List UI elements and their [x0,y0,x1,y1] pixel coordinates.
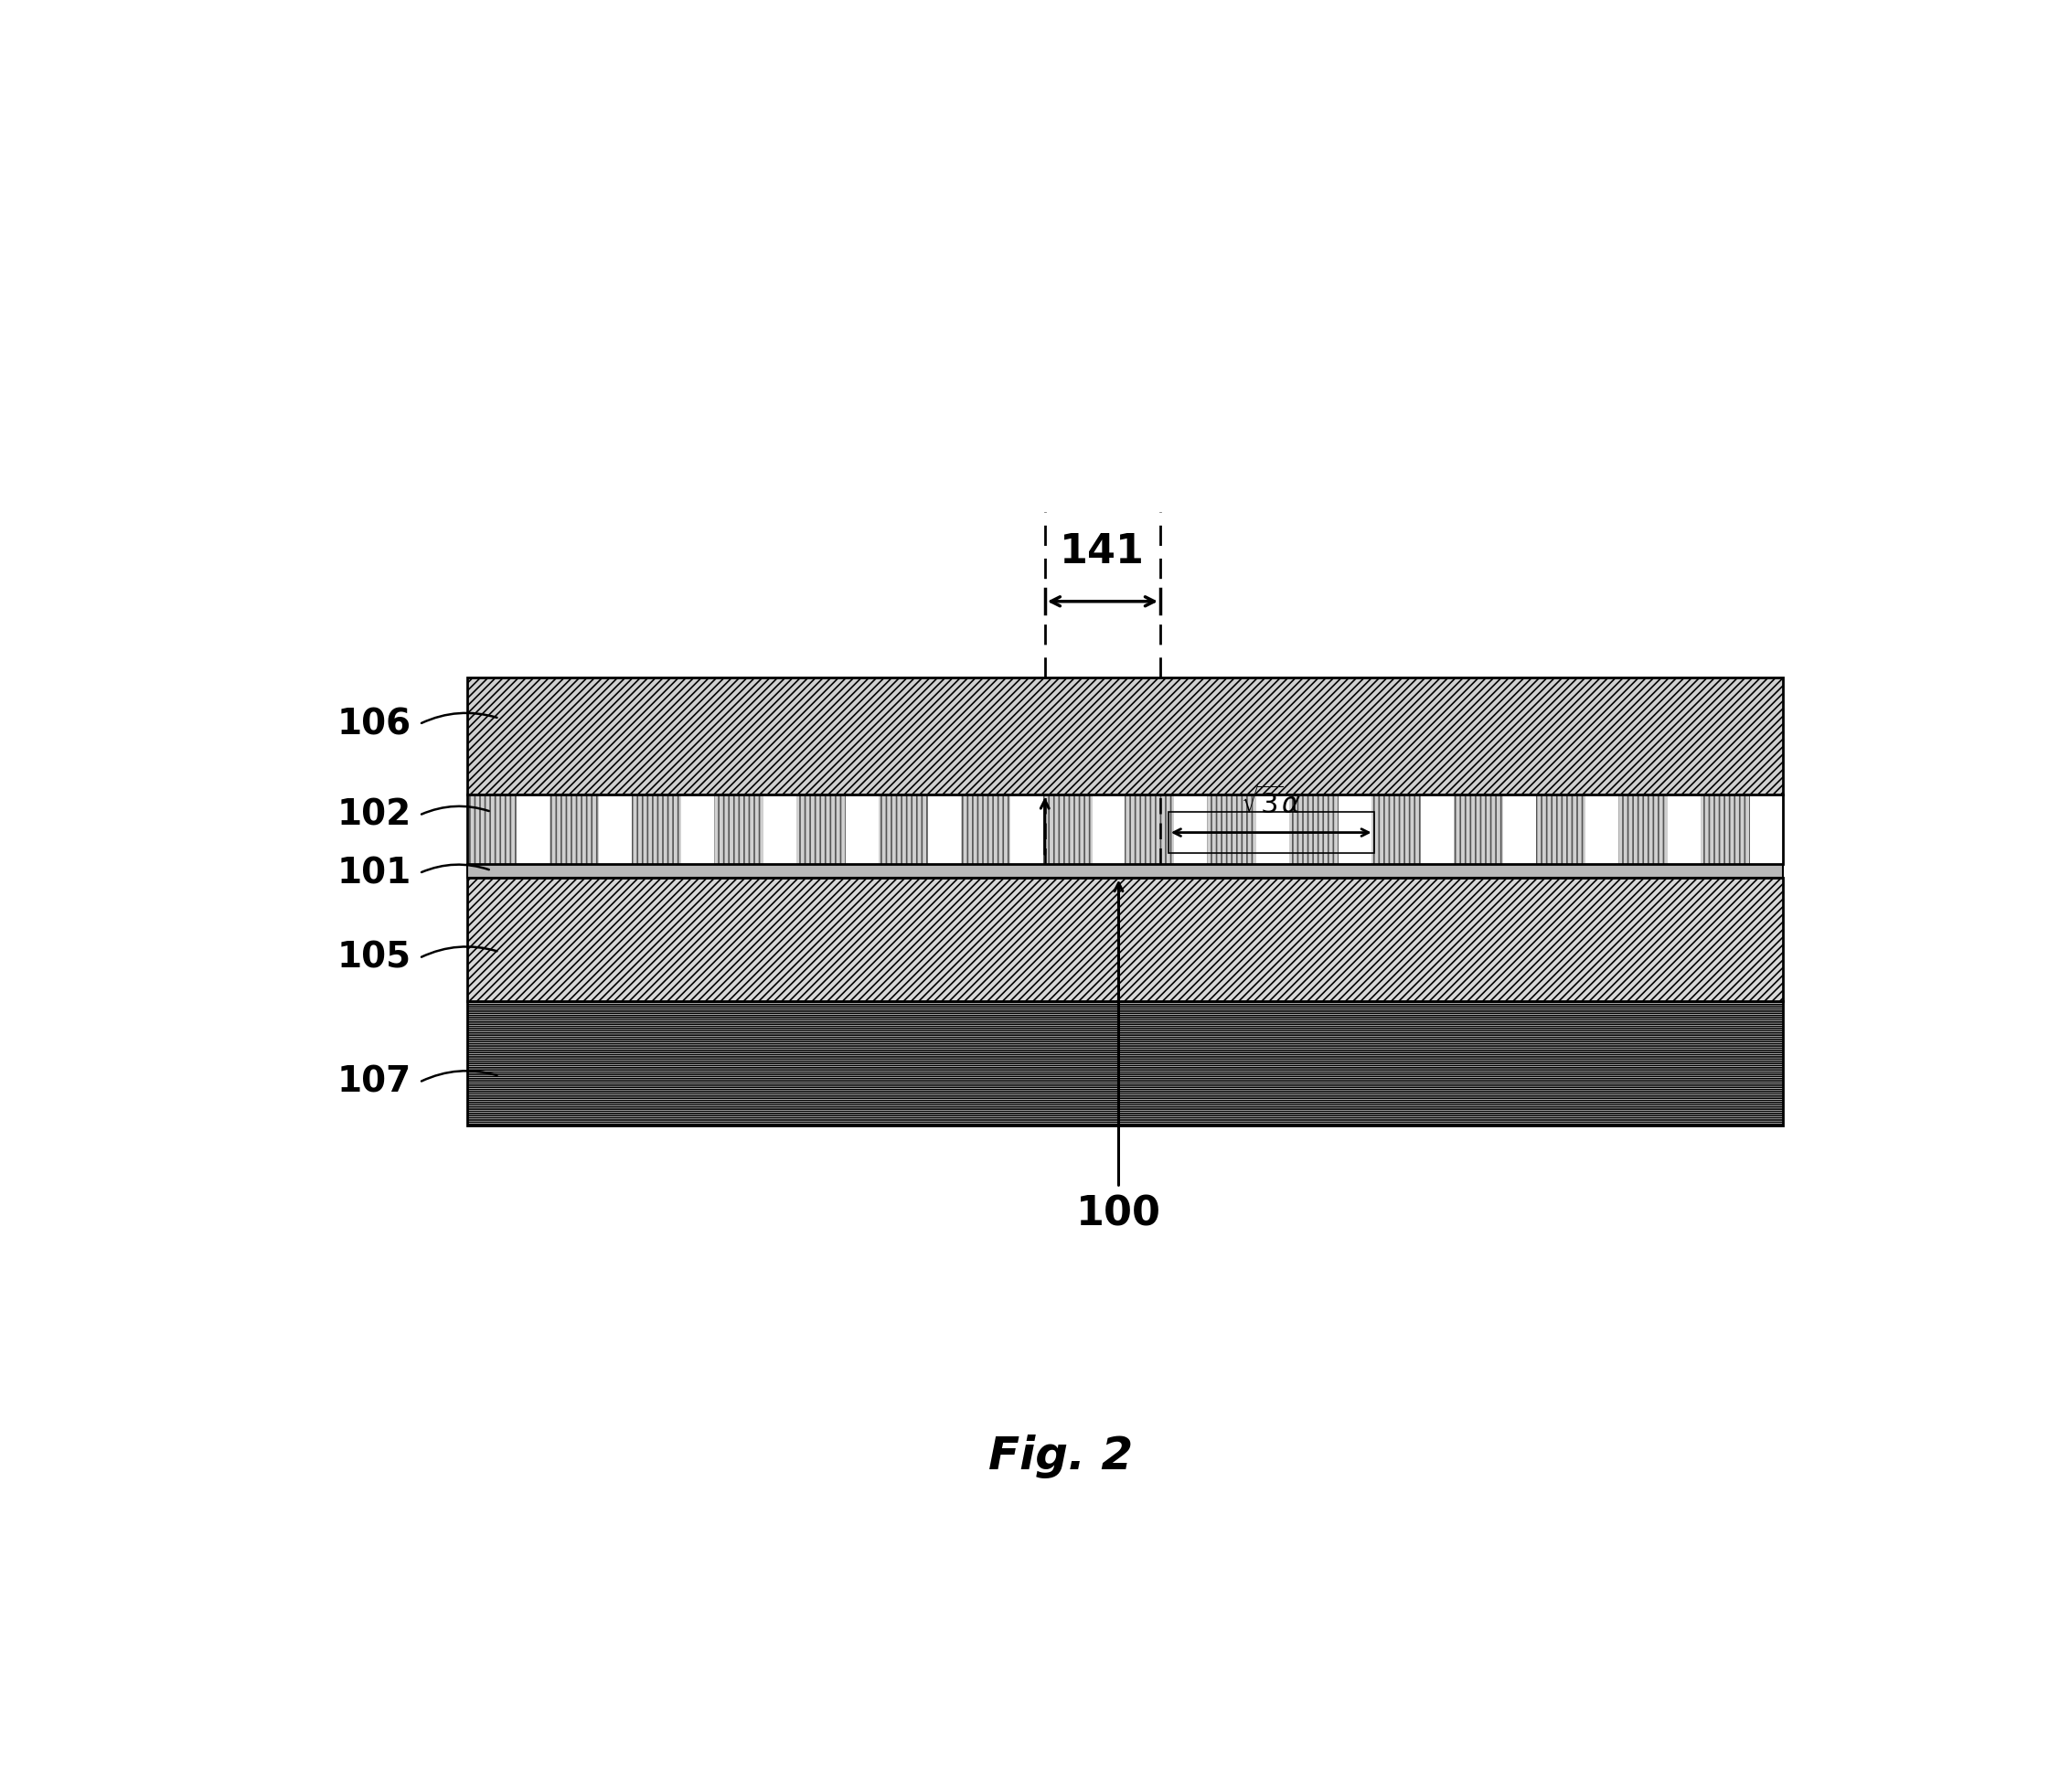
Bar [797,794,845,864]
Text: 107: 107 [337,1064,412,1100]
Text: Fig. 2: Fig. 2 [989,1435,1132,1478]
Bar [764,794,797,864]
Bar [1093,794,1126,864]
Bar [1256,794,1290,864]
Bar [1619,794,1668,864]
Bar [1586,794,1619,864]
Text: 141: 141 [1060,532,1145,572]
Bar [1010,794,1043,864]
Bar [1420,794,1453,864]
Bar [468,878,1782,1002]
Bar [468,1002,1782,1125]
Bar [468,864,1782,878]
Bar [714,794,764,864]
Bar [845,794,878,864]
Bar [468,794,1782,864]
Bar [960,794,1010,864]
Bar [1536,794,1586,864]
Text: 106: 106 [337,706,412,742]
Bar [518,794,549,864]
Bar [1503,794,1536,864]
Bar [1167,812,1374,853]
Bar [1207,794,1256,864]
Text: 105: 105 [337,941,412,975]
Bar [1372,794,1420,864]
Bar [1174,794,1207,864]
Text: 101: 101 [337,857,412,891]
Bar [927,794,960,864]
Text: 102: 102 [337,797,412,833]
Bar [1043,794,1093,864]
Bar [1702,794,1749,864]
Bar [1126,794,1174,864]
Bar [878,794,927,864]
Bar [598,794,631,864]
Text: 100: 100 [1076,1195,1161,1235]
Bar [549,794,598,864]
Bar [1290,794,1339,864]
Bar [1339,794,1372,864]
Bar [631,794,681,864]
Bar [1749,794,1782,864]
Bar [681,794,714,864]
Bar [468,794,518,864]
Bar [1668,794,1702,864]
Text: $\sqrt{3}\alpha$: $\sqrt{3}\alpha$ [1240,787,1302,819]
Bar [1453,794,1503,864]
Bar [468,677,1782,794]
